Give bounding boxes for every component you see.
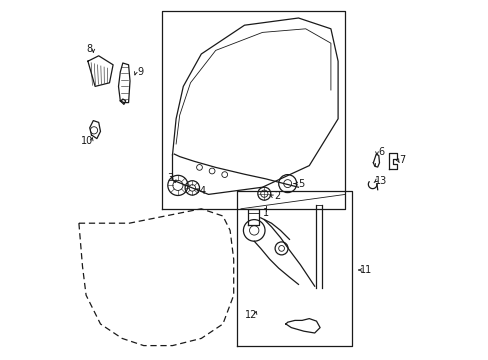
- Text: 5: 5: [297, 179, 304, 189]
- Text: 3: 3: [166, 173, 173, 183]
- Text: 1: 1: [263, 208, 268, 218]
- Text: 7: 7: [398, 155, 405, 165]
- Text: 4: 4: [200, 186, 206, 196]
- Text: 6: 6: [377, 147, 384, 157]
- Text: 10: 10: [81, 136, 93, 146]
- Text: 13: 13: [374, 176, 386, 186]
- Text: 8: 8: [86, 44, 92, 54]
- Text: 2: 2: [273, 191, 280, 201]
- Text: 9: 9: [137, 67, 143, 77]
- Text: 11: 11: [359, 265, 371, 275]
- Text: 12: 12: [244, 310, 257, 320]
